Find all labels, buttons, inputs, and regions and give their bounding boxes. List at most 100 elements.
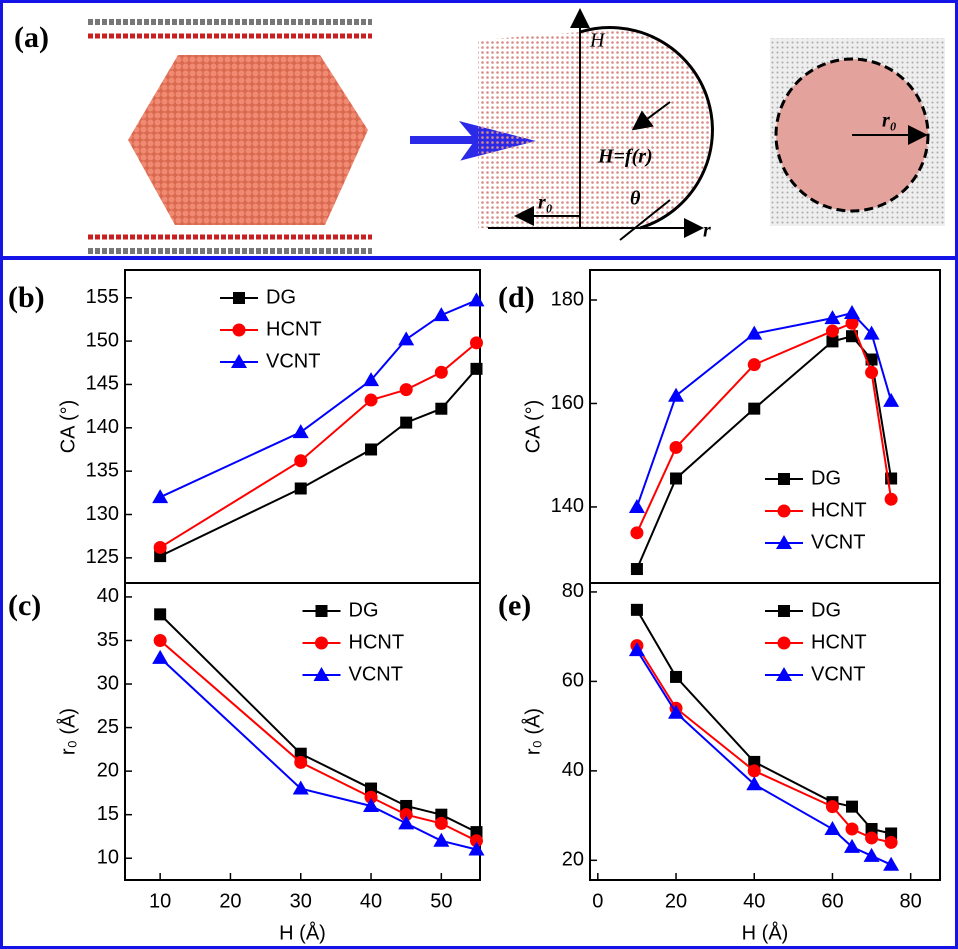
marker [469, 834, 483, 848]
x-tick-label: 40 [743, 890, 765, 912]
marker [433, 307, 450, 322]
legend-label: HCNT [349, 631, 405, 653]
x-tick-label: 30 [290, 890, 312, 912]
marker [154, 608, 167, 621]
series-line [159, 299, 477, 499]
marker [232, 323, 246, 337]
y-tick-label: 40 [97, 585, 119, 607]
marker [398, 331, 415, 346]
y-tick-label: 155 [86, 286, 119, 308]
marker [294, 454, 308, 468]
legend-label: HCNT [811, 631, 867, 653]
x-tick-label: 50 [430, 890, 452, 912]
legend-label: DG [811, 467, 841, 489]
marker [844, 304, 861, 319]
marker [152, 489, 169, 504]
x-tick-label: 60 [821, 890, 843, 912]
y-tick-label: 140 [551, 495, 584, 517]
panel-label: (e) [498, 589, 531, 622]
marker [884, 835, 898, 849]
marker [845, 316, 859, 330]
y-tick-label: 80 [562, 580, 584, 602]
legend-label: VCNT [266, 350, 320, 372]
marker [400, 416, 413, 429]
legend-label: VCNT [349, 663, 403, 685]
legend-label: VCNT [811, 531, 865, 553]
marker [628, 498, 645, 513]
marker [152, 649, 169, 664]
x-tick-label: 0 [592, 890, 603, 912]
marker [365, 443, 378, 456]
marker [468, 841, 485, 856]
y-tick-label: 35 [97, 629, 119, 651]
y-tick-label: 40 [562, 759, 584, 781]
y-axis-label: r₀ (Å) [521, 708, 544, 755]
marker [364, 790, 378, 804]
marker [434, 365, 448, 379]
marker [746, 325, 763, 340]
marker [883, 392, 900, 407]
y-tick-label: 130 [86, 503, 119, 525]
plot-frame [589, 582, 941, 881]
marker [845, 822, 859, 836]
droplet-section [580, 27, 713, 228]
y-tick-label: 135 [86, 459, 119, 481]
marker [399, 383, 413, 397]
marker [748, 755, 761, 768]
marker [669, 440, 683, 454]
marker [231, 354, 247, 368]
marker [294, 482, 307, 495]
marker [825, 324, 839, 338]
marker [747, 358, 761, 372]
panel-label: (b) [8, 281, 45, 314]
x-tick-label: 80 [900, 890, 922, 912]
marker [469, 336, 483, 350]
y-axis-label: CA (°) [522, 400, 544, 454]
marker [630, 603, 643, 616]
series-line [159, 368, 478, 558]
legend-label: HCNT [811, 499, 867, 521]
marker [153, 633, 167, 647]
label: r₀ [882, 110, 897, 132]
x-tick-label: 20 [665, 890, 687, 912]
marker [824, 310, 841, 325]
y-tick-label: 180 [551, 288, 584, 310]
marker [435, 402, 448, 415]
marker [824, 821, 841, 836]
marker [292, 780, 309, 795]
x-axis-label: H (Å) [279, 921, 326, 944]
label: H [589, 30, 606, 52]
marker [865, 831, 879, 845]
y-axis-label: CA (°) [57, 400, 79, 454]
marker [884, 492, 898, 506]
legend-label: DG [266, 286, 296, 308]
legend-label: DG [811, 599, 841, 621]
marker [364, 393, 378, 407]
marker [777, 504, 791, 518]
marker [363, 797, 380, 812]
droplet-section [478, 32, 580, 228]
marker [778, 605, 790, 617]
legend-label: VCNT [811, 663, 865, 685]
marker [777, 636, 791, 650]
marker [776, 535, 792, 549]
marker [863, 847, 880, 862]
x-tick-label: 20 [219, 890, 241, 912]
y-tick-label: 10 [97, 847, 119, 869]
marker [630, 526, 644, 540]
panel-a: (a) H H=f(r) θ r r₀ r₀ [14, 8, 945, 254]
panel-label: (d) [498, 281, 535, 314]
y-tick-label: 15 [97, 803, 119, 825]
marker [846, 800, 859, 813]
marker [778, 473, 790, 485]
y-tick-label: 150 [86, 329, 119, 351]
marker [315, 605, 328, 617]
series-line [159, 342, 478, 549]
x-tick-label: 10 [149, 890, 171, 912]
marker [885, 827, 898, 840]
series-line [159, 657, 477, 851]
marker [399, 808, 413, 822]
marker [470, 362, 483, 375]
